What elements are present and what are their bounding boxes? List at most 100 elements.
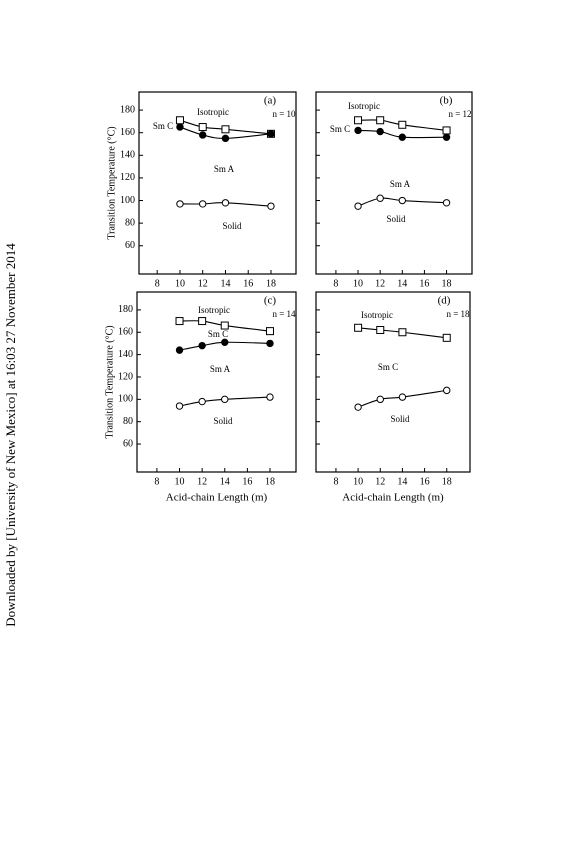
plot-frame (136, 291, 297, 473)
x-tick-label: 14 (220, 476, 230, 487)
y-tick-label: 80 (125, 217, 135, 228)
x-tick-label: 18 (265, 476, 275, 487)
phase-label: Sm C (208, 329, 228, 339)
circle-marker (221, 199, 230, 207)
y-tick-label: 160 (118, 327, 133, 338)
square-marker (376, 326, 385, 335)
series-line (358, 327, 447, 339)
square-marker (398, 120, 407, 129)
x-tick-label: 16 (243, 278, 253, 289)
x-tick-label: 16 (419, 278, 429, 289)
x-tick-label: 10 (175, 476, 185, 487)
square-marker (442, 126, 451, 135)
y-tick-label: 140 (118, 349, 133, 360)
filled-circle-marker (442, 133, 451, 141)
y-tick-label: 160 (120, 127, 135, 138)
phase-label: Sm C (153, 121, 173, 131)
phase-label: Sm C (378, 362, 398, 372)
square-marker (442, 333, 451, 342)
series-line (179, 202, 272, 207)
phase-label: Solid (222, 221, 242, 231)
plot-frame (138, 91, 297, 275)
x-tick-label: 16 (420, 476, 430, 487)
square-marker (354, 323, 363, 332)
phase-label: Solid (386, 214, 406, 224)
x-axis-label: Acid-chain Length (m) (166, 492, 268, 504)
filled-circle-marker (221, 134, 230, 143)
y-tick-label: 100 (120, 195, 135, 206)
x-tick-label: 8 (333, 476, 338, 487)
filled-circle-marker (266, 339, 274, 348)
phase-label: Isotropic (198, 305, 230, 315)
filled-circle-marker (398, 133, 406, 141)
x-tick-label: 14 (397, 278, 407, 289)
phase-label: Solid (390, 414, 410, 424)
series-line (357, 197, 447, 207)
series-line (358, 119, 447, 131)
x-tick-label: 8 (154, 476, 159, 487)
subtitle: n = 14 (272, 309, 296, 319)
panel: 8 10 12 14 16 18 (b) n = 12 Isotropic Sm C Sm A Sol… (315, 91, 473, 289)
circle-marker (354, 403, 362, 411)
x-tick-label: 18 (442, 476, 452, 487)
x-axis-label: Acid-chain Length (m) (342, 492, 444, 504)
x-tick-label: 8 (155, 278, 160, 289)
plot-frame (315, 291, 471, 473)
y-axis-label: Transition Temperature (°C) (104, 325, 115, 438)
circle-marker (443, 386, 451, 395)
y-tick-label: 80 (123, 416, 133, 427)
phase-label: Isotropic (348, 101, 380, 111)
series-line (179, 341, 271, 351)
series-line (357, 389, 447, 408)
y-tick-label: 60 (123, 438, 133, 449)
filled-circle-marker (199, 131, 207, 139)
x-tick-label: 12 (375, 278, 385, 289)
square-marker (376, 116, 385, 125)
x-tick-label: 14 (397, 476, 407, 487)
square-marker (221, 125, 230, 134)
x-tick-label: 10 (353, 476, 363, 487)
phase-label: Sm A (390, 179, 411, 189)
square-marker (198, 123, 207, 132)
square-marker (175, 317, 184, 326)
circle-marker (266, 393, 274, 401)
subtitle: n = 12 (448, 109, 471, 119)
y-tick-label: 140 (120, 150, 135, 161)
square-marker (198, 317, 207, 326)
phase-label: Solid (213, 416, 233, 426)
panel-label: (a) (264, 95, 277, 107)
panel-label: (b) (440, 95, 453, 107)
circle-marker (398, 196, 406, 205)
phase-label: Sm A (214, 164, 235, 174)
y-tick-label: 100 (118, 394, 133, 405)
circle-marker (354, 202, 362, 210)
panel-label: (c) (264, 295, 277, 307)
panel: 8 10 12 14 16 18 (d) n = 18 Acid-chain Length (m… (315, 291, 471, 504)
y-tick-label: 120 (118, 371, 133, 382)
circle-marker (198, 397, 206, 406)
x-tick-label: 10 (175, 278, 185, 289)
plot-frame (315, 91, 473, 275)
circle-marker (176, 200, 184, 208)
y-tick-label: 180 (118, 304, 133, 315)
x-tick-label: 14 (220, 278, 230, 289)
x-tick-label: 12 (375, 476, 385, 487)
y-axis-label: Transition Temperature (°C) (106, 126, 117, 239)
y-tick-label: 120 (120, 172, 135, 183)
filled-circle-marker (221, 338, 229, 347)
series-line (179, 126, 272, 139)
circle-marker (199, 200, 207, 208)
circle-marker (376, 395, 384, 404)
phase-label: Isotropic (361, 310, 393, 320)
phase-label: Isotropic (197, 107, 229, 117)
square-marker (398, 328, 407, 337)
subtitle: n = 18 (446, 309, 470, 319)
x-tick-label: 8 (333, 278, 338, 289)
x-tick-label: 10 (353, 278, 363, 289)
circle-marker (267, 202, 275, 210)
subtitle: n = 10 (272, 109, 296, 119)
circle-marker (175, 402, 184, 410)
filled-circle-marker (376, 127, 384, 136)
filled-circle-marker (354, 126, 362, 135)
square-marker (175, 116, 184, 125)
